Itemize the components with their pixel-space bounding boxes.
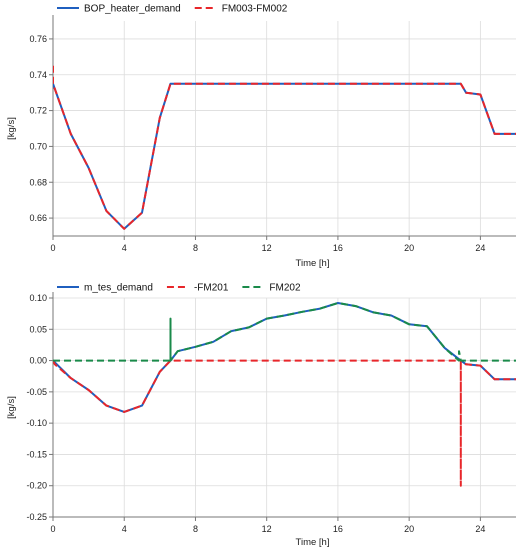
y-axis-label: [kg/s] [6, 117, 17, 140]
legend-label: -FM201 [194, 283, 229, 294]
y-tick-label: -0.05 [26, 387, 47, 397]
x-tick-label: 12 [262, 524, 272, 534]
series-line-BOP_heater_demand [53, 82, 516, 230]
y-tick-label: 0.66 [29, 213, 47, 223]
chart-1: 0 4 8 12 16 20 24 0.66 0.68 0.70 0.72 0.74 0.76 Time … [6, 4, 516, 269]
legend-label: FM003-FM002 [222, 4, 288, 15]
x-tick-label: 12 [262, 243, 272, 253]
x-tick-label: 4 [122, 243, 127, 253]
x-tick-label: 0 [50, 243, 55, 253]
x-tick-label: 4 [122, 524, 127, 534]
x-tick-label: 16 [333, 243, 343, 253]
series-line-m_tes_demand [53, 302, 516, 413]
y-axis-label: [kg/s] [6, 396, 17, 419]
x-tick-label: 8 [193, 243, 198, 253]
y-tick-label: 0.76 [29, 34, 47, 44]
x-axis-label: Time [h] [296, 258, 330, 269]
y-tick-label: -0.20 [26, 481, 47, 491]
y-tick-label: 0.68 [29, 177, 47, 187]
y-tick-label: 0.10 [29, 293, 47, 303]
chart-2: 0 4 8 12 16 20 24 -0.25 -0.20 -0.15 -0.10 -0.05 0.00… [6, 283, 516, 548]
series-line-FM003-FM002 [53, 65, 516, 230]
y-tick-label: 0.72 [29, 106, 47, 116]
y-tick-label: 0.74 [29, 70, 47, 80]
y-tick-label: -0.10 [26, 418, 47, 428]
x-axis-label: Time [h] [296, 537, 330, 548]
y-tick-label: 0.70 [29, 141, 47, 151]
x-tick-label: 0 [50, 524, 55, 534]
y-tick-label: 0.00 [29, 356, 47, 366]
series-line--FM201 [53, 359, 516, 487]
x-tick-label: 24 [475, 243, 485, 253]
y-tick-label: -0.25 [26, 512, 47, 522]
x-tick-label: 24 [475, 524, 485, 534]
x-tick-label: 20 [404, 243, 414, 253]
y-tick-label: -0.15 [26, 449, 47, 459]
x-tick-label: 16 [333, 524, 343, 534]
legend-label: BOP_heater_demand [84, 4, 181, 15]
y-tick-label: 0.05 [29, 324, 47, 334]
x-tick-label: 8 [193, 524, 198, 534]
series-line-FM202 [53, 302, 516, 362]
x-tick-label: 20 [404, 524, 414, 534]
legend-label: m_tes_demand [84, 283, 153, 294]
legend-label: FM202 [269, 283, 301, 294]
